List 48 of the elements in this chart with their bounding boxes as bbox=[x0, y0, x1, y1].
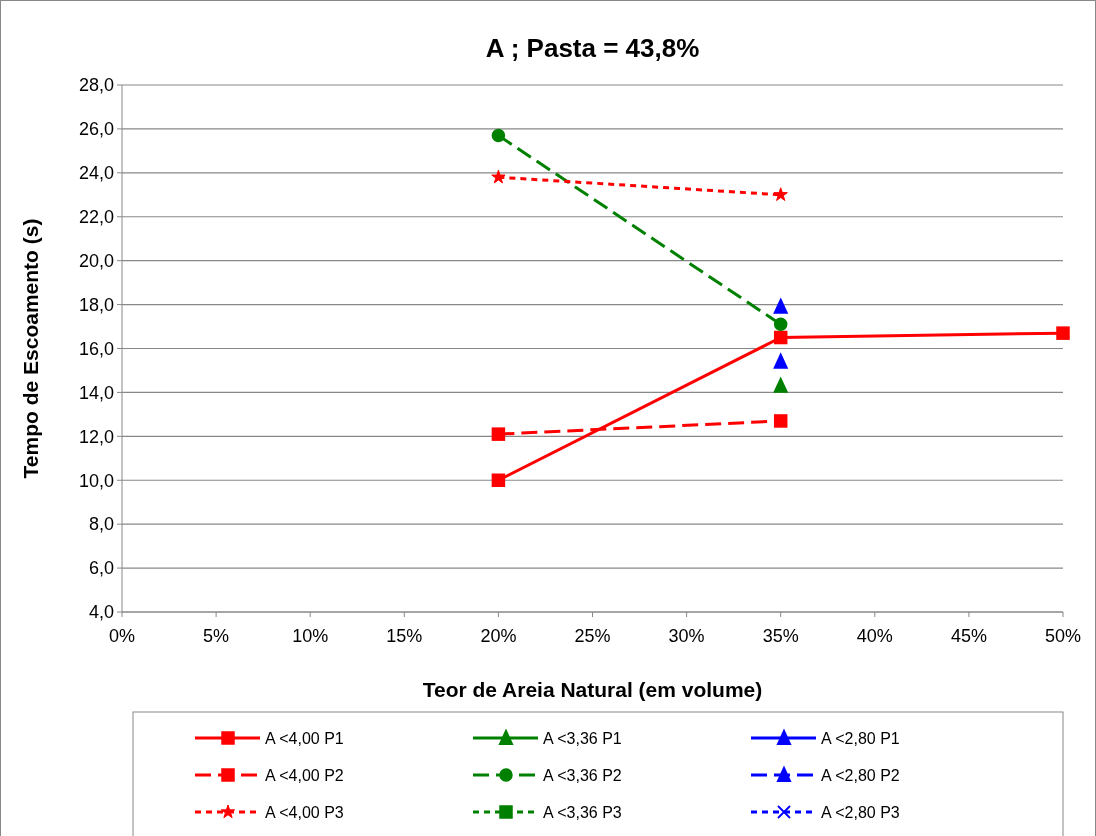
chart-title: A ; Pasta = 43,8% bbox=[485, 33, 700, 63]
point bbox=[491, 128, 506, 143]
y-tick-label: 12,0 bbox=[78, 426, 114, 447]
y-tick-label: 26,0 bbox=[78, 119, 114, 140]
x-tick-label: 15% bbox=[386, 626, 423, 646]
y-tick-label: 6,0 bbox=[88, 558, 114, 579]
y-tick-label: 8,0 bbox=[88, 514, 114, 535]
y-tick-label: 4,0 bbox=[88, 602, 114, 623]
x-tick-label: 30% bbox=[668, 626, 705, 646]
y-tick-label: 18,0 bbox=[78, 294, 114, 315]
point bbox=[773, 317, 788, 332]
x-tick-label: 20% bbox=[480, 626, 517, 646]
point bbox=[491, 169, 506, 184]
point bbox=[1056, 326, 1070, 340]
point bbox=[491, 473, 506, 487]
x-tick-label: 5% bbox=[203, 626, 230, 646]
y-axis-title: Tempo de Escoamento (s) bbox=[19, 218, 42, 479]
x-tick-label: 45% bbox=[950, 626, 987, 646]
x-tick-label: 25% bbox=[574, 626, 611, 646]
x-axis-title: Teor de Areia Natural (em volume) bbox=[422, 678, 763, 701]
point bbox=[773, 353, 788, 369]
point bbox=[773, 330, 788, 345]
x-tick-label: 0% bbox=[108, 626, 136, 646]
y-tick-label: 28,0 bbox=[78, 75, 114, 96]
y-tick-label: 14,0 bbox=[78, 382, 114, 403]
legend-label: A <4,00 P2 bbox=[265, 766, 344, 784]
legend-label: A <3,36 P3 bbox=[543, 803, 622, 821]
x-tick-label: 50% bbox=[1044, 626, 1082, 646]
point bbox=[773, 377, 788, 393]
x-tick-label: 40% bbox=[856, 626, 893, 646]
legend-label: A <4,00 P1 bbox=[265, 729, 344, 747]
y-tick-label: 24,0 bbox=[78, 163, 114, 184]
legend-label: A <3,36 P2 bbox=[543, 766, 622, 784]
legend-label: A <2,80 P2 bbox=[821, 766, 900, 784]
point bbox=[773, 414, 788, 428]
legend-label: A <2,80 P1 bbox=[821, 729, 900, 747]
y-tick-label: 16,0 bbox=[78, 338, 114, 359]
legend-label: A <2,80 P3 bbox=[821, 803, 900, 821]
y-tick-label: 20,0 bbox=[78, 250, 114, 271]
point bbox=[773, 298, 788, 314]
point bbox=[773, 187, 788, 201]
x-tick-label: 35% bbox=[762, 626, 799, 646]
legend-label: A <4,00 P3 bbox=[265, 803, 344, 821]
y-tick-label: 10,0 bbox=[78, 470, 114, 491]
y-tick-label: 22,0 bbox=[78, 207, 114, 228]
x-tick-label: 10% bbox=[292, 626, 329, 646]
point bbox=[491, 427, 506, 441]
legend-label: A <3,36 P1 bbox=[543, 729, 622, 747]
